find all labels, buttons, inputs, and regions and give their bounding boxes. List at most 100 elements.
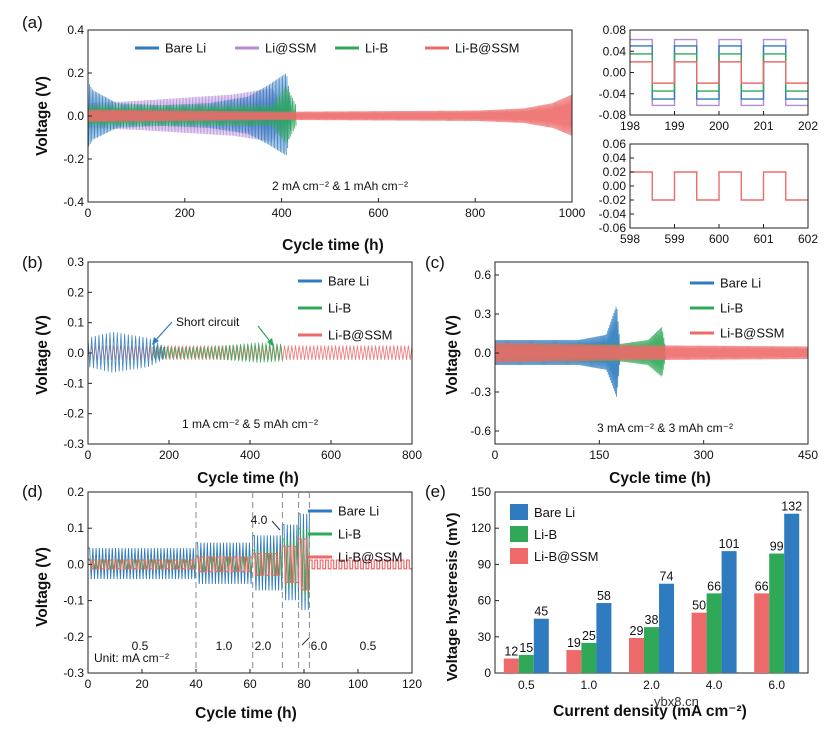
current-density-label: 6.0 bbox=[311, 639, 328, 653]
current-density-label: 2.0 bbox=[255, 639, 272, 653]
y-tick-label: -0.02 bbox=[599, 193, 627, 207]
y-tick-label: -0.3 bbox=[63, 666, 84, 680]
bar-li-b bbox=[581, 642, 597, 673]
y-tick-label: -0.08 bbox=[599, 108, 627, 122]
current-density-label: 1.0 bbox=[216, 639, 233, 653]
x-tick-label: 201 bbox=[753, 119, 773, 133]
x-tick-label: 200 bbox=[175, 206, 195, 220]
bar-value-label: 50 bbox=[692, 599, 706, 613]
x-tick-label: 100 bbox=[348, 677, 368, 691]
current-density-label: 4.0 bbox=[251, 513, 268, 527]
y-tick-label: -0.06 bbox=[599, 221, 627, 235]
x-tick-label: 400 bbox=[240, 448, 260, 462]
inset-trace-li-b-ssm bbox=[630, 171, 808, 201]
bar-li-b bbox=[644, 627, 659, 673]
bar-li-b-ssm bbox=[629, 638, 644, 673]
plot-area-b bbox=[88, 331, 412, 373]
panel-b-ylabel: Voltage (V) bbox=[34, 315, 51, 395]
panel-a-xlabel: Cycle time (h) bbox=[282, 237, 384, 254]
bar-value-label: 15 bbox=[519, 641, 533, 655]
y-tick-label: -0.6 bbox=[470, 424, 491, 438]
plot-area-a bbox=[88, 73, 572, 156]
y-tick-label: 0.04 bbox=[603, 44, 627, 58]
axes-frame-b bbox=[87, 261, 413, 445]
trace-bare-li bbox=[495, 306, 621, 397]
bar-value-label: 25 bbox=[582, 629, 596, 643]
bar-value-label: 101 bbox=[719, 537, 740, 551]
panel-a-ylabel: Voltage (V) bbox=[34, 76, 51, 156]
panel-c-condition: 3 mA cm⁻² & 3 mAh cm⁻² bbox=[597, 421, 733, 435]
y-tick-label: 0.00 bbox=[603, 179, 627, 193]
y-tick-label: 30 bbox=[478, 630, 492, 644]
trace-li-b bbox=[152, 342, 283, 363]
panel-d-legend: Bare Li Li-B Li-B@SSM bbox=[308, 504, 403, 565]
x-tick-label: 300 bbox=[694, 448, 714, 462]
y-tick-label: 0.1 bbox=[67, 316, 84, 330]
x-tick-label: 1000 bbox=[559, 206, 586, 220]
legend-label: Li-B@SSM bbox=[338, 550, 403, 565]
x-tick-label: 4.0 bbox=[706, 678, 723, 692]
x-tick-label: 198 bbox=[620, 119, 640, 133]
x-tick-label: 602 bbox=[798, 232, 818, 246]
legend-label: Bare Li bbox=[338, 504, 379, 519]
x-tick-label: 0 bbox=[85, 206, 92, 220]
y-tick-label: -0.2 bbox=[63, 152, 84, 166]
arrow-head-li-b bbox=[267, 338, 274, 347]
current-density-label: 0.5 bbox=[360, 639, 377, 653]
panel-e-xlabel: Current density (mA cm⁻²) bbox=[553, 703, 747, 720]
y-tick-label: 120 bbox=[471, 521, 491, 535]
x-tick-label: 20 bbox=[135, 677, 149, 691]
bar-li-b bbox=[706, 593, 722, 673]
plot-area-a-inset2 bbox=[630, 171, 808, 201]
legend-label: Li-B bbox=[328, 301, 351, 316]
bar-bare-li bbox=[721, 551, 737, 673]
y-tick-label: 0.02 bbox=[603, 165, 627, 179]
y-tick-label: -0.3 bbox=[470, 385, 491, 399]
bar-value-label: 12 bbox=[504, 645, 518, 659]
y-tick-label: 0.2 bbox=[67, 66, 84, 80]
y-tick-label: 0.2 bbox=[67, 285, 84, 299]
x-tick-label: 600 bbox=[709, 232, 729, 246]
x-tick-label: 599 bbox=[664, 232, 684, 246]
y-tick-label: -0.1 bbox=[63, 594, 84, 608]
x-tick-label: 120 bbox=[402, 677, 422, 691]
panel-a-legend: Bare Li Li@SSM Li-B Li-B@SSM bbox=[135, 41, 520, 56]
x-tick-label: 6.0 bbox=[768, 678, 785, 692]
legend-label: Li-B@SSM bbox=[455, 41, 520, 56]
trace-li-b-ssm bbox=[495, 342, 808, 363]
x-tick-label: 0 bbox=[492, 448, 499, 462]
panel-d-unit: Unit: mA cm⁻² bbox=[94, 651, 169, 665]
bar-li-b-ssm bbox=[691, 612, 707, 673]
y-tick-label: 60 bbox=[478, 594, 492, 608]
y-tick-label: 0.08 bbox=[603, 23, 627, 37]
bar-li-b-ssm bbox=[754, 593, 770, 673]
bar-value-label: 45 bbox=[534, 605, 548, 619]
x-tick-label: 450 bbox=[798, 448, 818, 462]
y-tick-label: -0.4 bbox=[63, 195, 84, 209]
legend-label: Li@SSM bbox=[265, 41, 317, 56]
axes-frame-d bbox=[87, 491, 413, 674]
y-tick-label: 0.06 bbox=[603, 137, 627, 151]
panel-d-ylabel: Voltage (V) bbox=[34, 547, 51, 627]
axes-frame-a-inset1 bbox=[629, 29, 809, 116]
axes-frame-c bbox=[494, 261, 809, 445]
x-tick-label: 0 bbox=[85, 677, 92, 691]
bar-li-b-ssm bbox=[503, 658, 519, 673]
plot-area-c bbox=[495, 306, 808, 397]
bar-value-label: 29 bbox=[630, 624, 644, 638]
x-tick-label: 80 bbox=[297, 677, 311, 691]
x-tick-label: 202 bbox=[798, 119, 818, 133]
trace-bare-li bbox=[88, 331, 166, 373]
x-tick-label: 0.5 bbox=[518, 678, 535, 692]
legend-label: Li-B bbox=[534, 527, 557, 542]
bar-value-label: 58 bbox=[597, 589, 611, 603]
x-tick-label: 150 bbox=[589, 448, 609, 462]
bar-bare-li bbox=[784, 513, 800, 673]
panel-e-ylabel: Voltage hysteresis (mV) bbox=[444, 513, 461, 682]
panel-label-c: (c) bbox=[425, 253, 445, 272]
y-tick-label: 0.0 bbox=[474, 346, 491, 360]
panel-b-short-circuit-annotation: Short circuit bbox=[176, 315, 240, 329]
axes-frame-a bbox=[87, 29, 573, 203]
plot-area-a-inset1 bbox=[630, 38, 808, 107]
x-tick-label: 800 bbox=[402, 448, 422, 462]
